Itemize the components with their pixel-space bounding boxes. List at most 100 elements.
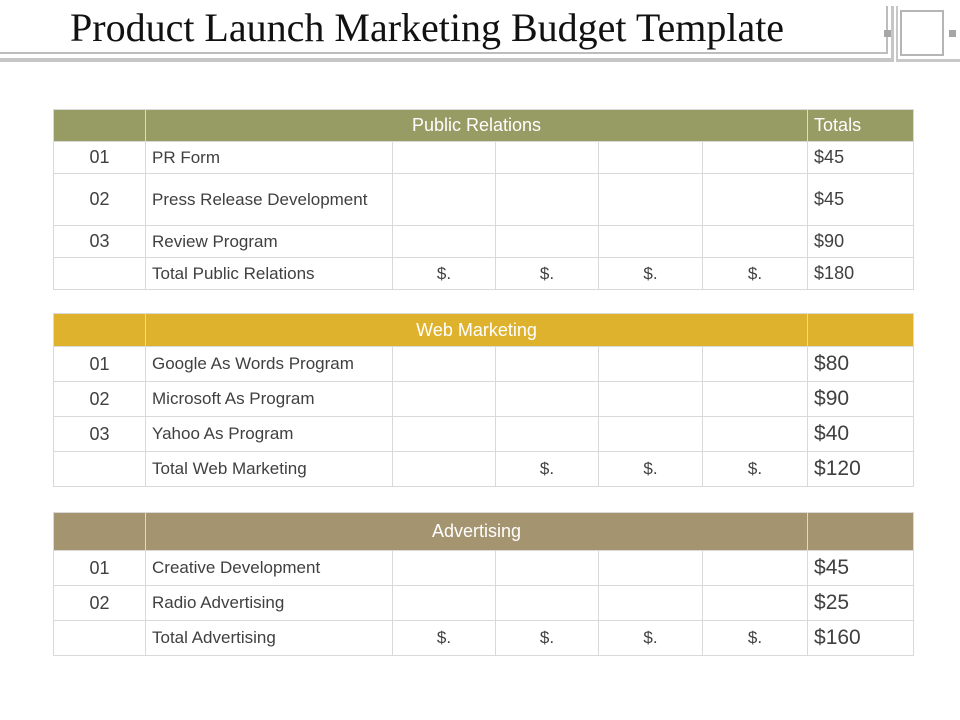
header-blank-cell xyxy=(53,313,146,347)
empty-cell xyxy=(495,173,599,226)
dollar-cell: $. xyxy=(598,257,703,290)
corner-box-decoration xyxy=(900,10,944,56)
row-label: Yahoo As Program xyxy=(145,416,393,452)
empty-cell xyxy=(701,550,809,586)
table-row: 02 Radio Advertising $25 xyxy=(53,585,915,621)
connector-knob-right xyxy=(949,30,956,37)
empty-cell xyxy=(598,416,703,452)
row-total: $80 xyxy=(807,346,915,382)
table-row: 01 Google As Words Program $80 xyxy=(53,346,915,382)
empty-cell xyxy=(392,381,496,417)
empty-cell xyxy=(598,550,703,586)
page-title: Product Launch Marketing Budget Template xyxy=(70,5,785,50)
empty-cell xyxy=(495,381,599,417)
table-row: 02 Microsoft As Program $90 xyxy=(53,381,915,417)
table-header-row: Public Relations Totals xyxy=(53,109,915,142)
web-marketing-table: Web Marketing 01 Google As Words Program… xyxy=(53,313,915,487)
table-row: 03 Review Program $90 xyxy=(53,225,915,258)
grand-total: $120 xyxy=(807,451,915,487)
empty-cell xyxy=(701,381,809,417)
empty-cell xyxy=(495,585,599,621)
empty-cell xyxy=(53,257,146,290)
table-header-row: Advertising xyxy=(53,512,915,551)
row-number: 01 xyxy=(53,346,146,382)
table-row: 01 PR Form $45 xyxy=(53,141,915,174)
empty-cell xyxy=(495,225,599,258)
empty-cell xyxy=(495,141,599,174)
empty-cell xyxy=(392,346,496,382)
grand-total: $180 xyxy=(807,257,915,290)
row-label: PR Form xyxy=(145,141,393,174)
corner-frame xyxy=(896,6,960,62)
connector-knob-left xyxy=(884,30,891,37)
totals-header xyxy=(807,313,915,347)
row-label: Press Release Development xyxy=(145,173,393,226)
table-row: 01 Creative Development $45 xyxy=(53,550,915,586)
section-header: Web Marketing xyxy=(144,313,809,347)
row-total: $45 xyxy=(807,550,915,586)
empty-cell xyxy=(701,173,809,226)
title-underline xyxy=(0,52,888,54)
row-label: Radio Advertising xyxy=(145,585,393,621)
totals-header xyxy=(807,512,915,551)
dollar-cell: $. xyxy=(495,451,599,487)
empty-cell xyxy=(598,381,703,417)
empty-cell xyxy=(598,225,703,258)
empty-cell xyxy=(495,346,599,382)
table-row: 02 Press Release Development $45 xyxy=(53,173,915,226)
row-number: 02 xyxy=(53,381,146,417)
empty-cell xyxy=(392,141,496,174)
row-label: Google As Words Program xyxy=(145,346,393,382)
empty-cell xyxy=(598,173,703,226)
row-label: Creative Development xyxy=(145,550,393,586)
row-total: $40 xyxy=(807,416,915,452)
row-number: 02 xyxy=(53,173,146,226)
row-total: $25 xyxy=(807,585,915,621)
dollar-cell: $. xyxy=(495,620,599,656)
row-number: 01 xyxy=(53,550,146,586)
empty-cell xyxy=(598,585,703,621)
total-row: Total Advertising $. $. $. $. $160 xyxy=(53,620,915,656)
title-bar: Product Launch Marketing Budget Template xyxy=(0,0,960,64)
title-divider-shadow xyxy=(891,6,894,62)
empty-cell xyxy=(392,585,496,621)
empty-cell xyxy=(392,225,496,258)
row-total: $90 xyxy=(807,381,915,417)
dollar-cell: $. xyxy=(701,620,809,656)
table-row: 03 Yahoo As Program $40 xyxy=(53,416,915,452)
table-header-row: Web Marketing xyxy=(53,313,915,347)
empty-cell xyxy=(598,141,703,174)
totals-header: Totals xyxy=(807,109,915,142)
row-total: $45 xyxy=(807,173,915,226)
empty-cell xyxy=(701,585,809,621)
dollar-cell xyxy=(392,451,496,487)
dollar-cell: $. xyxy=(495,257,599,290)
public-relations-table: Public Relations Totals 01 PR Form $45 0… xyxy=(53,109,915,290)
empty-cell xyxy=(495,550,599,586)
row-number: 03 xyxy=(53,225,146,258)
row-number: 03 xyxy=(53,416,146,452)
section-header: Public Relations xyxy=(144,109,809,142)
empty-cell xyxy=(701,416,809,452)
total-row: Total Web Marketing $. $. $. $120 xyxy=(53,451,915,487)
empty-cell xyxy=(392,173,496,226)
dollar-cell: $. xyxy=(598,620,703,656)
row-label: Review Program xyxy=(145,225,393,258)
row-label: Microsoft As Program xyxy=(145,381,393,417)
empty-cell xyxy=(53,451,146,487)
dollar-cell: $. xyxy=(392,620,496,656)
advertising-table: Advertising 01 Creative Development $45 … xyxy=(53,512,915,656)
empty-cell xyxy=(53,620,146,656)
header-blank-cell xyxy=(53,512,146,551)
empty-cell xyxy=(598,346,703,382)
grand-total: $160 xyxy=(807,620,915,656)
empty-cell xyxy=(701,346,809,382)
empty-cell xyxy=(701,141,809,174)
title-underline-shadow xyxy=(0,58,893,62)
empty-cell xyxy=(701,225,809,258)
dollar-cell: $. xyxy=(701,257,809,290)
dollar-cell: $. xyxy=(392,257,496,290)
empty-cell xyxy=(392,550,496,586)
row-number: 02 xyxy=(53,585,146,621)
dollar-cell: $. xyxy=(701,451,809,487)
